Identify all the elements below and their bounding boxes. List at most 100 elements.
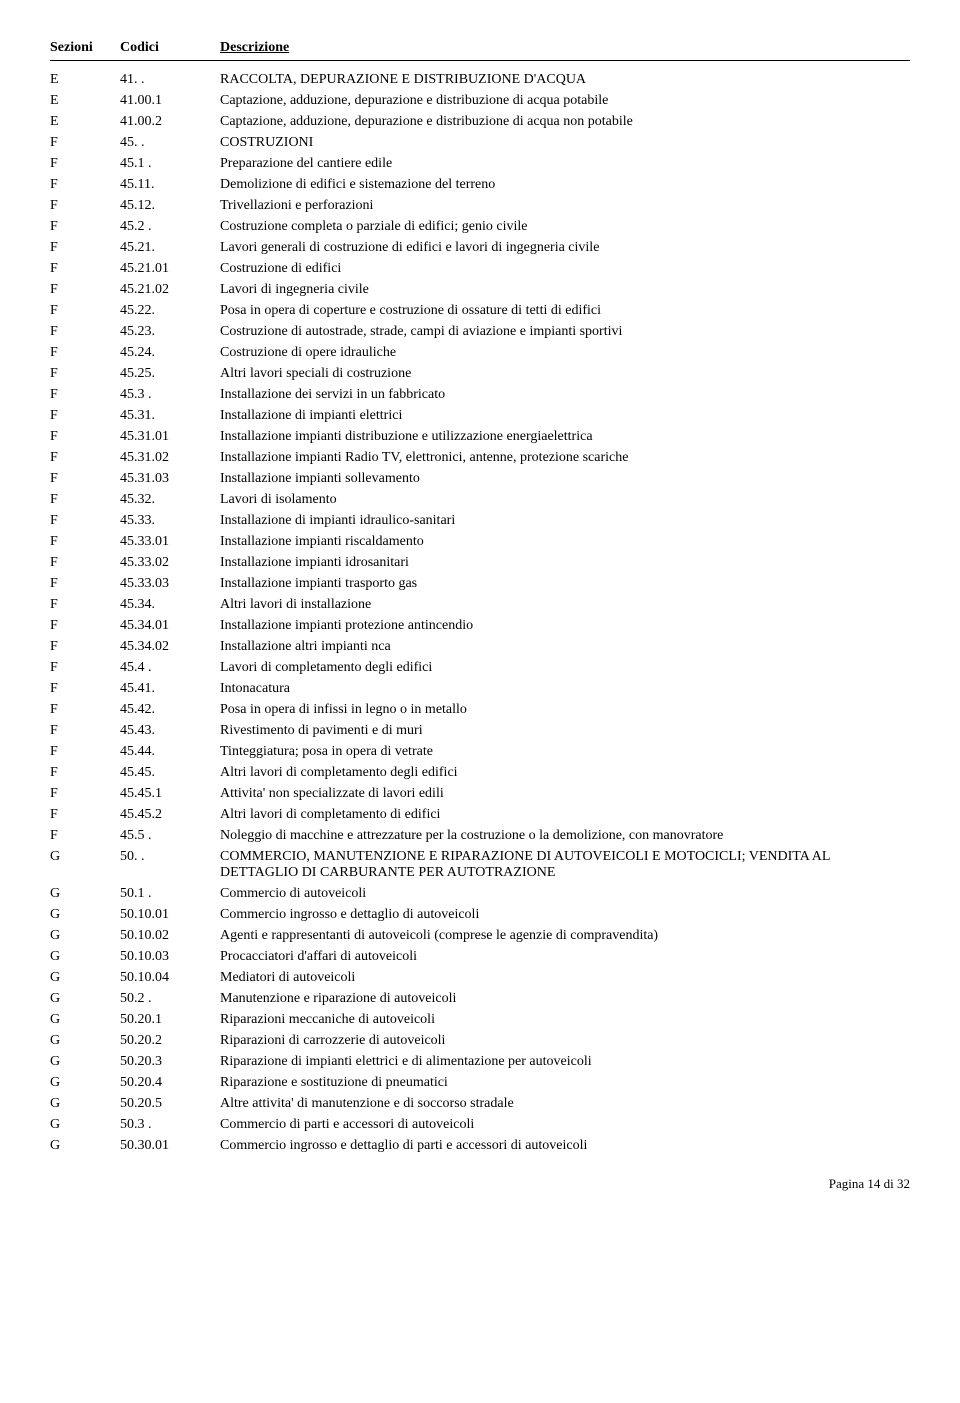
cell-descrizione: Costruzione di edifici xyxy=(220,261,910,277)
cell-codice: 50.20.3 xyxy=(120,1054,220,1070)
footer-page-total: 32 xyxy=(897,1176,910,1191)
cell-codice: 50.2 . xyxy=(120,991,220,1007)
table-row: F45.22.Posa in opera di coperture e cost… xyxy=(50,300,910,321)
cell-codice: 41.00.2 xyxy=(120,114,220,130)
cell-descrizione: Rivestimento di pavimenti e di muri xyxy=(220,723,910,739)
cell-descrizione: Captazione, adduzione, depurazione e dis… xyxy=(220,114,910,130)
table-row: G50.20.2Riparazioni di carrozzerie di au… xyxy=(50,1030,910,1051)
table-row: F45. .COSTRUZIONI xyxy=(50,132,910,153)
table-row: G50.30.01Commercio ingrosso e dettaglio … xyxy=(50,1135,910,1156)
table-row: F45.33.Installazione di impianti idrauli… xyxy=(50,510,910,531)
cell-codice: 50.20.5 xyxy=(120,1096,220,1112)
cell-codice: 45.31.02 xyxy=(120,450,220,466)
footer-middle: di xyxy=(880,1176,897,1191)
cell-codice: 45.31. xyxy=(120,408,220,424)
cell-codice: 50.20.1 xyxy=(120,1012,220,1028)
cell-sezione: F xyxy=(50,597,120,613)
table-row: F45.3 .Installazione dei servizi in un f… xyxy=(50,384,910,405)
table-row: G50.20.3Riparazione di impianti elettric… xyxy=(50,1051,910,1072)
table-row: F45.33.02Installazione impianti idrosani… xyxy=(50,552,910,573)
table-row: F45.21.Lavori generali di costruzione di… xyxy=(50,237,910,258)
cell-sezione: G xyxy=(50,1117,120,1133)
table-row: F45.34.01Installazione impianti protezio… xyxy=(50,615,910,636)
table-row: F45.5 .Noleggio di macchine e attrezzatu… xyxy=(50,825,910,846)
cell-sezione: F xyxy=(50,534,120,550)
cell-descrizione: Posa in opera di coperture e costruzione… xyxy=(220,303,910,319)
cell-descrizione: Installazione impianti distribuzione e u… xyxy=(220,429,910,445)
cell-codice: 45.33.02 xyxy=(120,555,220,571)
table-row: G50.10.03Procacciatori d'affari di autov… xyxy=(50,946,910,967)
header-codici: Codici xyxy=(120,40,220,56)
table-row: G50.20.4Riparazione e sostituzione di pn… xyxy=(50,1072,910,1093)
cell-codice: 50. . xyxy=(120,849,220,865)
cell-sezione: G xyxy=(50,1012,120,1028)
cell-sezione: G xyxy=(50,949,120,965)
cell-descrizione: Installazione impianti Radio TV, elettro… xyxy=(220,450,910,466)
cell-codice: 45.21. xyxy=(120,240,220,256)
table-row: G50.10.01Commercio ingrosso e dettaglio … xyxy=(50,904,910,925)
cell-descrizione: Installazione impianti sollevamento xyxy=(220,471,910,487)
cell-sezione: F xyxy=(50,576,120,592)
cell-sezione: F xyxy=(50,324,120,340)
cell-codice: 50.20.4 xyxy=(120,1075,220,1091)
cell-descrizione: Commercio ingrosso e dettaglio di autove… xyxy=(220,907,910,923)
cell-descrizione: COMMERCIO, MANUTENZIONE E RIPARAZIONE DI… xyxy=(220,849,910,881)
table-row: F45.31.03Installazione impianti sollevam… xyxy=(50,468,910,489)
table-row: G50. .COMMERCIO, MANUTENZIONE E RIPARAZI… xyxy=(50,846,910,883)
footer-page-current: 14 xyxy=(867,1176,880,1191)
cell-sezione: F xyxy=(50,387,120,403)
cell-descrizione: Demolizione di edifici e sistemazione de… xyxy=(220,177,910,193)
table-row: F45.31.01Installazione impianti distribu… xyxy=(50,426,910,447)
cell-sezione: F xyxy=(50,261,120,277)
cell-sezione: F xyxy=(50,429,120,445)
cell-descrizione: Altri lavori di completamento degli edif… xyxy=(220,765,910,781)
table-row: F45.31.Installazione di impianti elettri… xyxy=(50,405,910,426)
cell-descrizione: Commercio ingrosso e dettaglio di parti … xyxy=(220,1138,910,1154)
cell-sezione: F xyxy=(50,219,120,235)
table-row: G50.20.1Riparazioni meccaniche di autove… xyxy=(50,1009,910,1030)
table-row: F45.44.Tinteggiatura; posa in opera di v… xyxy=(50,741,910,762)
cell-descrizione: Posa in opera di infissi in legno o in m… xyxy=(220,702,910,718)
cell-descrizione: Altri lavori di installazione xyxy=(220,597,910,613)
table-row: F45.34.02Installazione altri impianti nc… xyxy=(50,636,910,657)
table-row: F45.33.01Installazione impianti riscalda… xyxy=(50,531,910,552)
header-descrizione: Descrizione xyxy=(220,40,910,56)
cell-sezione: F xyxy=(50,240,120,256)
cell-sezione: F xyxy=(50,492,120,508)
cell-descrizione: Agenti e rappresentanti di autoveicoli (… xyxy=(220,928,910,944)
table-row: F45.21.02Lavori di ingegneria civile xyxy=(50,279,910,300)
cell-codice: 45.41. xyxy=(120,681,220,697)
cell-descrizione: Commercio di autoveicoli xyxy=(220,886,910,902)
cell-codice: 41.00.1 xyxy=(120,93,220,109)
cell-descrizione: Riparazioni di carrozzerie di autoveicol… xyxy=(220,1033,910,1049)
table-row: G50.10.02Agenti e rappresentanti di auto… xyxy=(50,925,910,946)
cell-codice: 45.43. xyxy=(120,723,220,739)
cell-descrizione: Manutenzione e riparazione di autoveicol… xyxy=(220,991,910,1007)
table-row: F45.11.Demolizione di edifici e sistemaz… xyxy=(50,174,910,195)
cell-codice: 41. . xyxy=(120,72,220,88)
cell-codice: 45.24. xyxy=(120,345,220,361)
table-row: G50.20.5Altre attivita' di manutenzione … xyxy=(50,1093,910,1114)
cell-descrizione: Noleggio di macchine e attrezzature per … xyxy=(220,828,910,844)
cell-codice: 45.45.2 xyxy=(120,807,220,823)
cell-sezione: F xyxy=(50,303,120,319)
cell-sezione: F xyxy=(50,471,120,487)
cell-codice: 45.4 . xyxy=(120,660,220,676)
cell-sezione: F xyxy=(50,198,120,214)
header-sezioni: Sezioni xyxy=(50,40,120,56)
table-row: F45.1 .Preparazione del cantiere edile xyxy=(50,153,910,174)
cell-sezione: F xyxy=(50,135,120,151)
cell-codice: 45.11. xyxy=(120,177,220,193)
cell-descrizione: Costruzione di autostrade, strade, campi… xyxy=(220,324,910,340)
cell-sezione: F xyxy=(50,681,120,697)
cell-codice: 45.23. xyxy=(120,324,220,340)
cell-codice: 45.34.01 xyxy=(120,618,220,634)
cell-codice: 50.20.2 xyxy=(120,1033,220,1049)
table-row: F45.4 .Lavori di completamento degli edi… xyxy=(50,657,910,678)
cell-descrizione: Riparazioni meccaniche di autoveicoli xyxy=(220,1012,910,1028)
cell-sezione: F xyxy=(50,765,120,781)
cell-sezione: F xyxy=(50,345,120,361)
table-row: F45.45.2Altri lavori di completamento di… xyxy=(50,804,910,825)
cell-descrizione: RACCOLTA, DEPURAZIONE E DISTRIBUZIONE D'… xyxy=(220,72,910,88)
cell-descrizione: Altri lavori di completamento di edifici xyxy=(220,807,910,823)
